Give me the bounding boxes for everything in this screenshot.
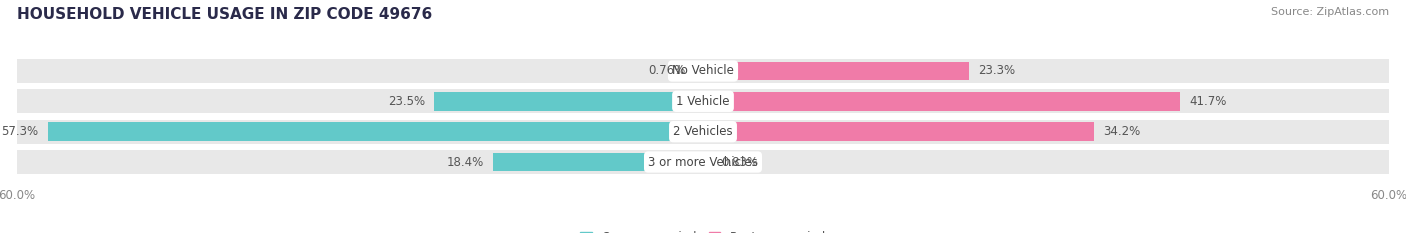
Text: 23.3%: 23.3% — [979, 65, 1015, 78]
Bar — [703, 153, 713, 171]
Text: 0.76%: 0.76% — [648, 65, 685, 78]
Bar — [17, 89, 1389, 113]
Text: 23.5%: 23.5% — [388, 95, 425, 108]
Bar — [703, 92, 1180, 111]
Text: 41.7%: 41.7% — [1189, 95, 1226, 108]
Text: 0.83%: 0.83% — [721, 155, 759, 168]
Text: 18.4%: 18.4% — [446, 155, 484, 168]
Text: 2 Vehicles: 2 Vehicles — [673, 125, 733, 138]
Text: 57.3%: 57.3% — [1, 125, 38, 138]
Text: No Vehicle: No Vehicle — [672, 65, 734, 78]
Bar — [17, 59, 1389, 83]
Text: Source: ZipAtlas.com: Source: ZipAtlas.com — [1271, 7, 1389, 17]
Text: 1 Vehicle: 1 Vehicle — [676, 95, 730, 108]
Bar — [492, 153, 703, 171]
Bar — [695, 62, 703, 80]
Bar — [703, 122, 1094, 141]
Legend: Owner-occupied, Renter-occupied: Owner-occupied, Renter-occupied — [579, 231, 827, 233]
Text: 3 or more Vehicles: 3 or more Vehicles — [648, 155, 758, 168]
Bar — [17, 120, 1389, 144]
Bar — [48, 122, 703, 141]
Bar — [703, 62, 970, 80]
Bar — [17, 150, 1389, 174]
Text: 34.2%: 34.2% — [1104, 125, 1140, 138]
Bar — [434, 92, 703, 111]
Text: HOUSEHOLD VEHICLE USAGE IN ZIP CODE 49676: HOUSEHOLD VEHICLE USAGE IN ZIP CODE 4967… — [17, 7, 432, 22]
